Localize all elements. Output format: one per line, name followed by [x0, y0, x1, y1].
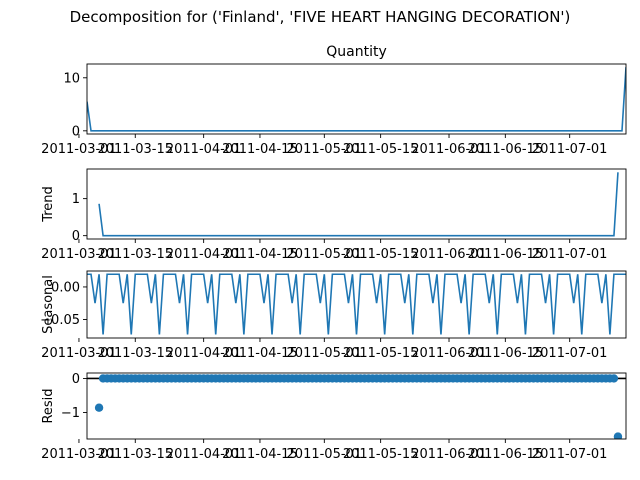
- quantity-xtick-label: 2011-05-15: [343, 142, 419, 157]
- trend-ytick-label: 1: [72, 192, 80, 207]
- trend-xtick-label: 2011-05-15: [343, 247, 419, 262]
- resid-xtick-label: 2011-04-15: [222, 447, 298, 462]
- resid-xtick-label: 2011-03-15: [97, 447, 173, 462]
- trend-xtick-label: 2011-05-01: [287, 247, 363, 262]
- trend-data: [98, 172, 619, 237]
- seasonal-xtick-label: 2011-04-01: [166, 346, 242, 361]
- trend-xtick-label: 2011-03-01: [41, 247, 117, 262]
- trend-xtick-label: 2011-04-01: [166, 247, 242, 262]
- seasonal-series-line: [87, 273, 626, 335]
- resid-ytick-label: 0: [72, 372, 80, 387]
- quantity-panel: 0 10 2011-03-012011-03-152011-04-012011-04…: [41, 44, 627, 157]
- resid-xtick-label: 2011-07-01: [532, 447, 608, 462]
- trend-xtick-label: 2011-06-15: [468, 247, 544, 262]
- seasonal-xtick-label: 2011-06-01: [411, 346, 487, 361]
- seasonal-xtick-label: 2011-04-15: [222, 346, 298, 361]
- quantity-xtick-label: 2011-04-15: [222, 142, 298, 157]
- resid-panel: 0 −1 2011-03-012011-03-152011-04-012011-04…: [41, 372, 627, 462]
- seasonal-xtick-label: 2011-03-15: [97, 346, 173, 361]
- seasonal-xtick-label: 2011-05-01: [287, 346, 363, 361]
- quantity-ytick-label: 10: [63, 71, 80, 86]
- trend-panel: 0 1 2011-03-012011-03-152011-04-012011-04-…: [41, 168, 627, 262]
- seasonal-data: [87, 273, 626, 335]
- quantity-xtick-label: 2011-03-01: [41, 142, 117, 157]
- resid-xtick-label: 2011-03-01: [41, 447, 117, 462]
- resid-axes-frame: [86, 372, 627, 440]
- seasonal-panel: 0.00−0.052011-03-012011-03-152011-04-012…: [40, 270, 627, 361]
- quantity-xtick-label: 2011-05-01: [287, 142, 363, 157]
- trend-axes-frame: [86, 168, 627, 240]
- quantity-axes-frame: [86, 63, 627, 135]
- resid-xtick-label: 2011-06-01: [411, 447, 487, 462]
- resid-data: [87, 374, 626, 439]
- trend-xtick-label: 2011-07-01: [532, 247, 608, 262]
- seasonal-ylabel: Seasonal: [41, 275, 56, 334]
- seasonal-xtick-label: 2011-05-15: [343, 346, 419, 361]
- quantity-xtick-label: 2011-04-01: [166, 142, 242, 157]
- seasonal-xtick-label: 2011-07-01: [532, 346, 608, 361]
- quantity-ytick-label: 0: [72, 124, 80, 139]
- quantity-xtick-label: 2011-03-15: [97, 142, 173, 157]
- panels: 0102011-03-012011-03-152011-04-012011-04…: [40, 44, 627, 462]
- resid-xtick-label: 2011-06-15: [468, 447, 544, 462]
- seasonal-ytick-label: −0.05: [40, 313, 80, 328]
- trend-ytick-label: 0: [72, 229, 80, 244]
- resid-ylabel: Resid: [41, 388, 56, 423]
- figure-suptitle: Decomposition for ('Finland', 'FIVE HEAR…: [70, 8, 571, 26]
- resid-point: [609, 374, 619, 383]
- quantity-data: [87, 67, 626, 132]
- resid-point: [94, 403, 104, 412]
- quantity-series-line: [87, 67, 626, 132]
- quantity-xtick-label: 2011-07-01: [532, 142, 608, 157]
- quantity-xtick-label: 2011-06-01: [411, 142, 487, 157]
- trend-xtick-label: 2011-06-01: [411, 247, 487, 262]
- trend-xtick-label: 2011-04-15: [222, 247, 298, 262]
- seasonal-axes-frame: [86, 270, 627, 339]
- resid-xtick-label: 2011-04-01: [166, 447, 242, 462]
- quantity-panel-title: Quantity: [326, 44, 387, 60]
- resid-xtick-label: 2011-05-15: [343, 447, 419, 462]
- trend-xtick-label: 2011-03-15: [97, 247, 173, 262]
- quantity-xtick-label: 2011-06-15: [468, 142, 544, 157]
- resid-point: [613, 432, 623, 439]
- seasonal-xtick-label: 2011-06-15: [468, 346, 544, 361]
- seasonal-xtick-label: 2011-03-01: [41, 346, 117, 361]
- seasonal-ytick-label: 0.00: [51, 280, 80, 295]
- resid-ytick-label: −1: [61, 406, 80, 421]
- trend-series-line: [98, 172, 619, 237]
- trend-ylabel: Trend: [41, 186, 56, 223]
- resid-xtick-label: 2011-05-01: [287, 447, 363, 462]
